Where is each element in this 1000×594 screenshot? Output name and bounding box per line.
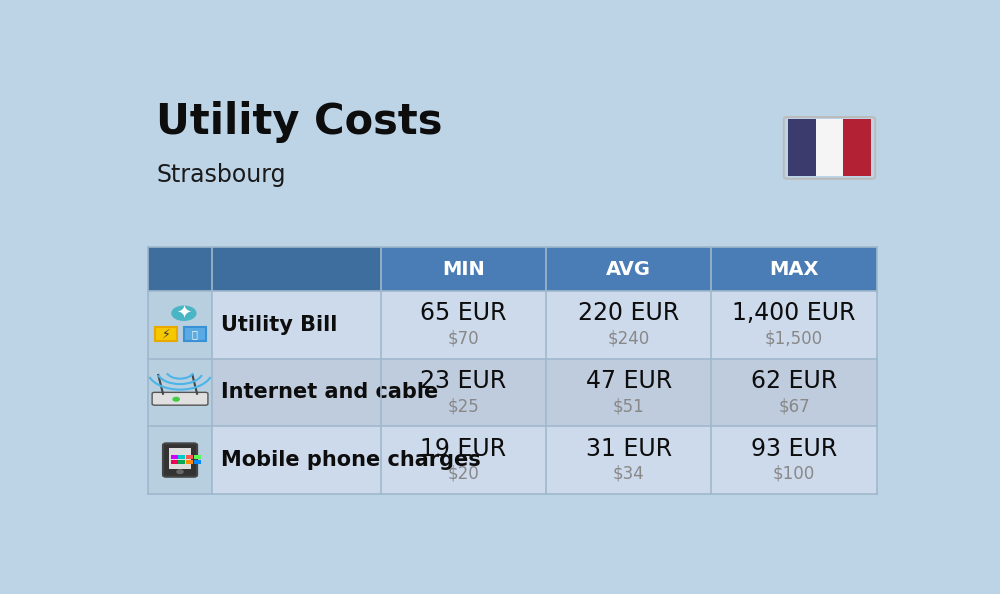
Bar [155,327,177,341]
Text: Utility Costs: Utility Costs [156,101,442,143]
Text: 31 EUR: 31 EUR [586,437,672,460]
Text: $34: $34 [613,465,645,483]
Text: $100: $100 [773,465,815,483]
Text: ⚡: ⚡ [162,327,170,340]
Bar [212,426,877,494]
Text: 47 EUR: 47 EUR [586,369,672,393]
Bar [148,291,212,359]
Text: 💧: 💧 [192,329,198,339]
Text: $25: $25 [448,397,479,415]
Text: Mobile phone charges: Mobile phone charges [221,450,481,470]
Text: Strasbourg: Strasbourg [156,163,286,187]
FancyBboxPatch shape [152,393,208,405]
Text: 220 EUR: 220 EUR [578,301,679,326]
Text: 19 EUR: 19 EUR [420,437,506,460]
Bar [788,119,816,176]
Text: $51: $51 [613,397,645,415]
Bar [148,359,212,426]
Bar [212,291,877,359]
Text: AVG: AVG [606,260,651,279]
Bar [194,455,201,459]
Text: Internet and cable: Internet and cable [221,383,438,402]
Text: 62 EUR: 62 EUR [751,369,837,393]
Text: 1,400 EUR: 1,400 EUR [732,301,856,326]
Bar [186,460,193,464]
Text: MIN: MIN [442,260,485,279]
Circle shape [172,306,196,320]
Text: $67: $67 [778,397,810,415]
Text: 65 EUR: 65 EUR [420,301,507,326]
Text: 93 EUR: 93 EUR [751,437,837,460]
Text: $70: $70 [448,330,479,347]
Text: $240: $240 [608,330,650,347]
Bar [148,426,212,494]
Bar [178,460,185,464]
Bar [843,119,871,176]
Bar [171,460,178,464]
Bar [194,460,201,464]
Bar [148,247,381,291]
Text: 23 EUR: 23 EUR [420,369,507,393]
Bar [148,247,877,291]
Bar [212,359,877,426]
Bar [169,448,191,469]
Bar [184,327,206,341]
Text: MAX: MAX [769,260,819,279]
Bar [186,455,193,459]
Text: ✦: ✦ [176,304,191,322]
FancyBboxPatch shape [163,443,197,477]
Bar [171,455,178,459]
Circle shape [177,470,183,473]
Text: Utility Bill: Utility Bill [221,315,337,334]
Circle shape [173,397,179,401]
Bar [178,455,185,459]
Text: $1,500: $1,500 [765,330,823,347]
Bar [816,119,843,176]
Text: $20: $20 [448,465,479,483]
